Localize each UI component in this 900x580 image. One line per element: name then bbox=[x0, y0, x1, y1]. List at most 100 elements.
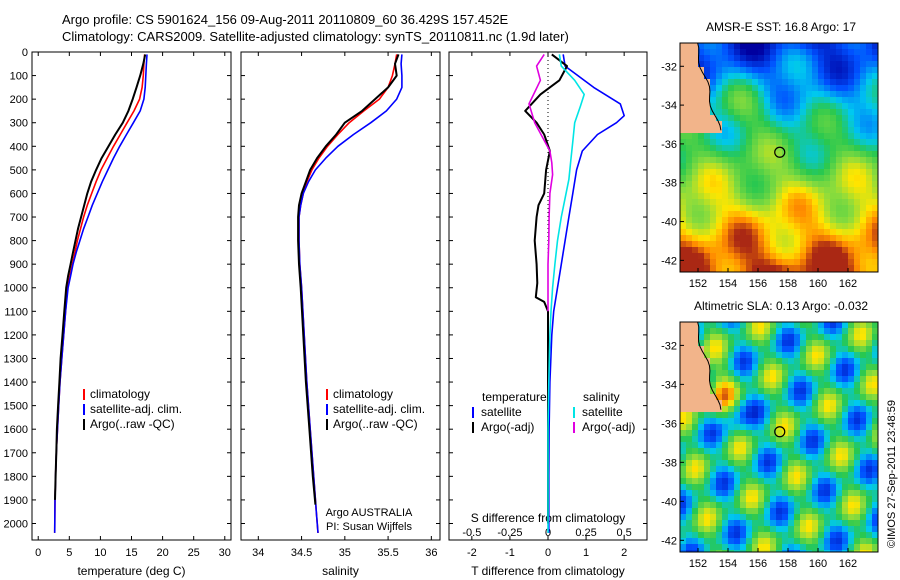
map-cell bbox=[698, 328, 704, 334]
map-cell bbox=[794, 502, 800, 508]
map-cell bbox=[806, 55, 812, 61]
map-cell bbox=[812, 175, 818, 181]
map-cell bbox=[866, 247, 872, 253]
map-cell bbox=[830, 229, 836, 235]
map-cell bbox=[830, 139, 836, 145]
map-cell bbox=[764, 259, 770, 265]
map-cell bbox=[710, 538, 716, 544]
map-cell bbox=[800, 223, 806, 229]
map-cell bbox=[824, 253, 830, 259]
map-cell bbox=[842, 223, 848, 229]
map-cell bbox=[854, 229, 860, 235]
map-cell bbox=[686, 85, 692, 91]
map-cell bbox=[686, 43, 692, 49]
map-cell bbox=[680, 175, 686, 181]
x-tick-label-salinity: 35 bbox=[339, 547, 351, 559]
map-cell bbox=[710, 328, 716, 334]
map-cell bbox=[854, 478, 860, 484]
map-cell bbox=[746, 478, 752, 484]
map-cell bbox=[842, 490, 848, 496]
map-cell bbox=[842, 436, 848, 442]
map-cell bbox=[680, 205, 686, 211]
map-cell bbox=[776, 205, 782, 211]
map-cell bbox=[866, 253, 872, 259]
map-cell bbox=[758, 382, 764, 388]
map-cell bbox=[806, 205, 812, 211]
map-cell bbox=[782, 265, 788, 271]
map-cell bbox=[842, 67, 848, 73]
map-cell bbox=[728, 73, 734, 79]
map-cell bbox=[764, 496, 770, 502]
map-cell bbox=[806, 466, 812, 472]
map-cell bbox=[800, 460, 806, 466]
map-cell bbox=[758, 424, 764, 430]
map-cell bbox=[812, 61, 818, 67]
map-cell bbox=[854, 376, 860, 382]
map-cell bbox=[758, 169, 764, 175]
map-cell bbox=[866, 388, 872, 394]
map-cell bbox=[860, 121, 866, 127]
map-cell bbox=[794, 442, 800, 448]
map-cell bbox=[686, 454, 692, 460]
map-cell bbox=[728, 448, 734, 454]
map-cell bbox=[758, 181, 764, 187]
map-cell bbox=[776, 352, 782, 358]
map-cell bbox=[704, 127, 710, 133]
map-cell bbox=[704, 187, 710, 193]
map-cell bbox=[710, 199, 716, 205]
map-cell bbox=[818, 127, 824, 133]
map-cell bbox=[698, 544, 704, 550]
map-cell bbox=[776, 187, 782, 193]
series-line-difference bbox=[524, 53, 568, 524]
map-cell bbox=[782, 382, 788, 388]
map-cell bbox=[812, 358, 818, 364]
map-cell bbox=[788, 370, 794, 376]
map-cell bbox=[716, 352, 722, 358]
map-cell bbox=[770, 253, 776, 259]
legend-label-temperature: climatology bbox=[90, 387, 150, 401]
map-cell bbox=[788, 199, 794, 205]
map-cell bbox=[758, 247, 764, 253]
map-cell bbox=[698, 85, 704, 91]
map-cell bbox=[854, 484, 860, 490]
map-cell bbox=[770, 247, 776, 253]
map-cell bbox=[872, 442, 878, 448]
map-cell bbox=[866, 205, 872, 211]
map-cell bbox=[758, 520, 764, 526]
map-cell bbox=[854, 211, 860, 217]
map-cell bbox=[710, 394, 716, 400]
map-cell bbox=[782, 478, 788, 484]
map-cell bbox=[818, 448, 824, 454]
map-cell bbox=[788, 115, 794, 121]
map-cell bbox=[752, 49, 758, 55]
map-cell bbox=[782, 394, 788, 400]
map-cell bbox=[722, 103, 728, 109]
map-cell bbox=[716, 544, 722, 550]
map-cell bbox=[824, 538, 830, 544]
map-cell bbox=[782, 259, 788, 265]
map-cell bbox=[842, 229, 848, 235]
map-cell bbox=[860, 55, 866, 61]
map-cell bbox=[848, 322, 854, 328]
map-cell bbox=[716, 454, 722, 460]
map-x-tick-label: 154 bbox=[719, 278, 737, 290]
map-cell bbox=[728, 520, 734, 526]
map-cell bbox=[794, 484, 800, 490]
map-cell bbox=[764, 532, 770, 538]
map-cell bbox=[692, 538, 698, 544]
map-cell bbox=[752, 364, 758, 370]
figure-title-line2: Climatology: CARS2009. Satellite-adjuste… bbox=[62, 29, 569, 44]
map-cell bbox=[770, 466, 776, 472]
map-cell bbox=[794, 223, 800, 229]
map-cell bbox=[740, 544, 746, 550]
map-cell bbox=[806, 376, 812, 382]
map-cell bbox=[866, 97, 872, 103]
map-x-tick-label: 158 bbox=[779, 558, 797, 570]
map-cell bbox=[710, 145, 716, 151]
map-cell bbox=[854, 43, 860, 49]
map-cell bbox=[758, 85, 764, 91]
map-cell bbox=[806, 265, 812, 271]
map-cell bbox=[800, 502, 806, 508]
map-cell bbox=[836, 484, 842, 490]
map-cell bbox=[716, 442, 722, 448]
